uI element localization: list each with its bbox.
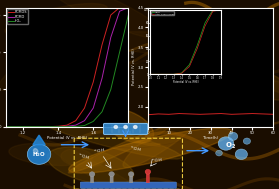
Line: FCMO: FCMO xyxy=(6,8,128,127)
Ellipse shape xyxy=(44,140,179,189)
FancyBboxPatch shape xyxy=(110,175,113,183)
Ellipse shape xyxy=(199,61,279,82)
FCMO xyxy=(109,36,112,39)
Ellipse shape xyxy=(176,46,279,105)
Circle shape xyxy=(114,125,117,129)
IrO₂ xyxy=(109,88,112,91)
FCMOS xyxy=(109,14,112,16)
Circle shape xyxy=(145,169,151,174)
Y-axis label: Potential (V vs. RHE): Potential (V vs. RHE) xyxy=(132,49,136,85)
FCMO xyxy=(83,119,86,122)
Circle shape xyxy=(216,150,222,156)
FCMO xyxy=(21,125,25,128)
Text: $\mathregular{O_2}$: $\mathregular{O_2}$ xyxy=(225,141,236,152)
Polygon shape xyxy=(33,135,45,145)
FancyBboxPatch shape xyxy=(104,123,148,134)
Text: $\mathregular{H_2O}$: $\mathregular{H_2O}$ xyxy=(32,150,46,159)
FCMO xyxy=(65,125,69,127)
Ellipse shape xyxy=(61,148,104,167)
FCMO xyxy=(118,10,121,12)
Circle shape xyxy=(228,132,238,140)
FCMO xyxy=(100,77,104,79)
Ellipse shape xyxy=(44,0,165,39)
IrO₂ xyxy=(127,14,130,16)
IrO₂ xyxy=(4,125,7,128)
FancyBboxPatch shape xyxy=(130,175,133,183)
FCMO xyxy=(39,125,42,128)
Ellipse shape xyxy=(220,67,279,98)
FCMOS xyxy=(39,125,42,128)
FCMOS xyxy=(118,6,121,9)
FCMO xyxy=(57,125,60,128)
FancyBboxPatch shape xyxy=(91,175,94,183)
Ellipse shape xyxy=(9,143,93,166)
Circle shape xyxy=(218,137,234,150)
Ellipse shape xyxy=(5,4,107,36)
Text: $\mathregular{^-OH}$: $\mathregular{^-OH}$ xyxy=(150,156,163,164)
Text: $\mathregular{^-OH}$: $\mathregular{^-OH}$ xyxy=(77,152,90,162)
Circle shape xyxy=(128,172,134,177)
X-axis label: Potential (V vs. RHE): Potential (V vs. RHE) xyxy=(47,136,87,140)
IrO₂ xyxy=(21,125,25,128)
FancyBboxPatch shape xyxy=(80,182,176,188)
FCMOS xyxy=(48,125,51,128)
Ellipse shape xyxy=(35,116,182,159)
Circle shape xyxy=(134,125,137,129)
FCMOS xyxy=(74,119,77,122)
Ellipse shape xyxy=(103,109,154,143)
FCMOS xyxy=(127,6,130,9)
FCMOS xyxy=(83,107,86,109)
FCMO xyxy=(127,6,130,9)
Line: FCMOS: FCMOS xyxy=(6,8,128,127)
IrO₂ xyxy=(74,125,77,128)
Ellipse shape xyxy=(11,80,57,111)
FCMOS xyxy=(65,124,69,126)
Ellipse shape xyxy=(102,32,211,55)
Ellipse shape xyxy=(121,64,166,90)
Ellipse shape xyxy=(69,128,232,173)
Circle shape xyxy=(243,138,251,144)
FCMOS xyxy=(4,125,7,128)
Ellipse shape xyxy=(47,147,134,185)
Ellipse shape xyxy=(155,38,279,101)
IrO₂ xyxy=(100,111,104,113)
Ellipse shape xyxy=(0,19,113,91)
Ellipse shape xyxy=(33,149,38,154)
IrO₂ xyxy=(118,51,121,53)
FCMO xyxy=(48,125,51,128)
FCMO xyxy=(4,125,7,128)
Line: IrO₂: IrO₂ xyxy=(6,15,128,127)
Ellipse shape xyxy=(123,107,207,167)
X-axis label: Time(h): Time(h) xyxy=(203,136,218,140)
FCMOS xyxy=(100,44,104,46)
Circle shape xyxy=(109,172,114,177)
FCMOS xyxy=(57,125,60,127)
Text: $\mathregular{^-OH}$: $\mathregular{^-OH}$ xyxy=(92,146,106,155)
FCMOS xyxy=(21,125,25,128)
Legend: FCMOS, FCMO, IrO₂: FCMOS, FCMO, IrO₂ xyxy=(7,9,28,24)
IrO₂ xyxy=(92,120,95,122)
IrO₂ xyxy=(65,125,69,128)
IrO₂ xyxy=(83,124,86,127)
FCMO xyxy=(92,107,95,109)
Circle shape xyxy=(124,125,127,129)
Circle shape xyxy=(89,172,95,177)
Ellipse shape xyxy=(207,16,249,37)
FancyBboxPatch shape xyxy=(146,172,150,183)
IrO₂ xyxy=(48,125,51,128)
Ellipse shape xyxy=(68,126,169,173)
IrO₂ xyxy=(57,125,60,128)
IrO₂ xyxy=(39,125,42,128)
FCMO xyxy=(74,124,77,126)
Text: $\mathregular{^-OH}$: $\mathregular{^-OH}$ xyxy=(129,144,142,153)
FCMOS xyxy=(92,81,95,83)
Circle shape xyxy=(27,144,51,164)
Circle shape xyxy=(235,149,247,160)
